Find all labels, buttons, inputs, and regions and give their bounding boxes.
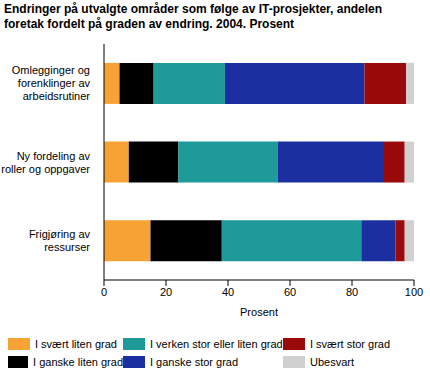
html-text:Ubesvart: Ubesvart — [310, 356, 354, 368]
html-text:I ganske liten grad: I ganske liten grad — [33, 356, 123, 368]
html-text:Endringer på utvalgte områder: Endringer på utvalgte områder som følge … — [4, 2, 383, 31]
svg-text:Ny fordeling avroller og oppga: Ny fordeling avroller og oppgaver — [8, 150, 90, 175]
svg-text:60: 60 — [284, 286, 296, 298]
svg-text:Prosent: Prosent — [240, 306, 278, 318]
html-text:I svært liten grad: I svært liten grad — [35, 338, 117, 350]
html-text:I ganske stor grad: I ganske stor grad — [150, 356, 239, 368]
svg-text:20: 20 — [160, 286, 172, 298]
html-text:I svært stor grad: I svært stor grad — [310, 338, 391, 350]
html-text:I verken stor eller liten grad: I verken stor eller liten grad — [150, 338, 283, 350]
svg-text:40: 40 — [222, 286, 234, 298]
svg-text:Frigjøring avressurser: Frigjøring avressurser — [29, 228, 91, 253]
svg-text:100: 100 — [405, 286, 422, 298]
svg-text:80: 80 — [346, 286, 358, 298]
svg-text:0: 0 — [101, 286, 107, 298]
svg-text:Omlegginger ogforenklinger ava: Omlegginger ogforenklinger avarbeidsruti… — [12, 64, 91, 102]
